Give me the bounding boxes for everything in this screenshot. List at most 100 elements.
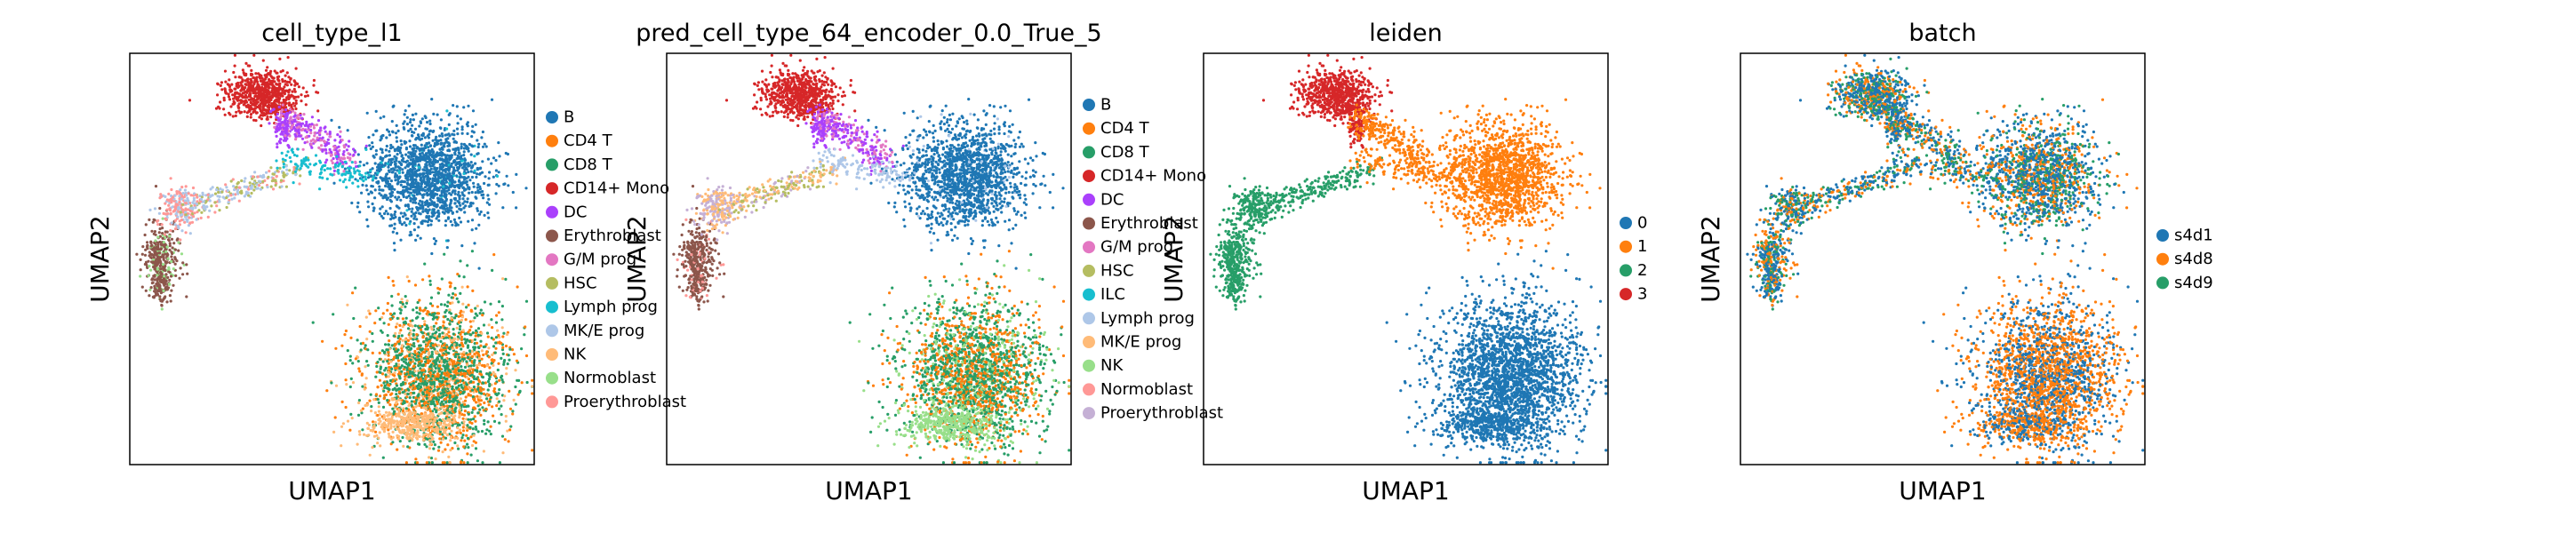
scatter-point <box>378 212 381 216</box>
scatter-point <box>245 105 249 108</box>
scatter-point <box>340 400 344 403</box>
scatter-point <box>385 136 388 139</box>
scatter-point <box>450 316 453 320</box>
scatter-point <box>446 239 450 243</box>
scatter-point <box>472 434 476 437</box>
scatter-point <box>444 401 448 404</box>
scatter-point <box>415 306 419 310</box>
scatter-point <box>508 389 511 393</box>
scatter-point <box>426 220 429 224</box>
scatter-point <box>436 375 440 378</box>
scatter-point <box>520 381 524 385</box>
scatter-point <box>386 414 389 418</box>
scatter-point <box>413 170 417 174</box>
scatter-point <box>451 424 454 427</box>
scatter-point <box>401 168 404 171</box>
scatter-point <box>402 360 405 363</box>
scatter-point <box>471 395 475 399</box>
scatter-point <box>284 101 288 105</box>
scatter-point <box>447 142 451 146</box>
scatter-point <box>284 79 287 83</box>
scatter-point <box>505 174 508 178</box>
scatter-point <box>447 123 451 126</box>
scatter-point <box>378 317 382 321</box>
scatter-point <box>272 107 276 111</box>
scatter-point <box>476 387 480 391</box>
scatter-point <box>438 126 442 130</box>
scatter-point <box>387 343 390 346</box>
scatter-point <box>312 78 316 83</box>
scatter-point <box>361 385 364 388</box>
scatter-point <box>473 155 476 158</box>
scatter-point <box>450 358 453 362</box>
scatter-point <box>421 335 425 338</box>
scatter-point <box>397 398 401 402</box>
scatter-point <box>439 384 443 387</box>
scatter-point <box>287 103 291 107</box>
scatter-point <box>452 104 455 107</box>
scatter-point <box>455 105 459 108</box>
scatter-point <box>410 426 413 430</box>
scatter-point <box>351 381 356 385</box>
scatter-point <box>287 101 292 105</box>
scatter-point <box>436 344 441 347</box>
scatter-point <box>454 222 458 226</box>
scatter-point <box>225 91 228 95</box>
scatter-point <box>471 368 475 371</box>
scatter-point <box>269 109 273 114</box>
scatter-point <box>409 158 412 162</box>
scatter-point <box>426 391 429 394</box>
scatter-point <box>421 278 425 282</box>
scatter-point <box>501 206 505 210</box>
scatter-point <box>433 337 436 340</box>
scatter-point <box>444 394 448 397</box>
scatter-point <box>283 121 286 124</box>
scatter-point <box>452 420 456 424</box>
scatter-point <box>464 204 468 208</box>
scatter-point <box>356 413 361 417</box>
scatter-point <box>448 322 452 326</box>
scatter-point <box>457 447 460 450</box>
scatter-point <box>378 378 381 382</box>
scatter-point <box>447 330 451 334</box>
scatter-point <box>403 365 406 369</box>
scatter-point <box>418 344 421 347</box>
scatter-point <box>443 176 446 179</box>
scatter-point <box>395 139 399 143</box>
scatter-point <box>474 419 477 423</box>
scatter-point <box>449 282 452 285</box>
scatter-point <box>401 409 405 412</box>
scatter-point <box>497 333 500 338</box>
scatter-point <box>497 300 501 304</box>
scatter-point <box>475 401 478 404</box>
scatter-point <box>460 383 463 386</box>
scatter-point <box>492 253 496 257</box>
scatter-point <box>459 203 462 207</box>
scatter-point <box>421 391 425 394</box>
scatter-point <box>472 363 476 367</box>
scatter-point <box>453 414 457 418</box>
scatter-point <box>458 423 461 426</box>
scatter-point <box>461 186 465 189</box>
scatter-point <box>391 378 395 383</box>
scatter-point <box>390 304 394 307</box>
scatter-point <box>334 346 338 350</box>
scatter-point <box>236 85 240 89</box>
scatter-point <box>260 89 264 92</box>
scatter-point <box>344 405 348 410</box>
scatter-point <box>273 99 276 103</box>
scatter-point <box>476 430 480 434</box>
scatter-point <box>434 153 437 156</box>
scatter-point <box>467 394 470 397</box>
scatter-point <box>445 433 449 437</box>
scatter-point <box>407 129 411 132</box>
scatter-point <box>439 392 443 395</box>
scatter-point <box>440 361 444 364</box>
scatter-point <box>468 191 471 195</box>
scatter-point <box>387 165 390 169</box>
scatter-point <box>428 397 432 401</box>
scatter-point <box>449 374 452 378</box>
scatter-point <box>379 394 382 398</box>
scatter-point <box>461 180 465 184</box>
scatter-point <box>497 184 500 187</box>
